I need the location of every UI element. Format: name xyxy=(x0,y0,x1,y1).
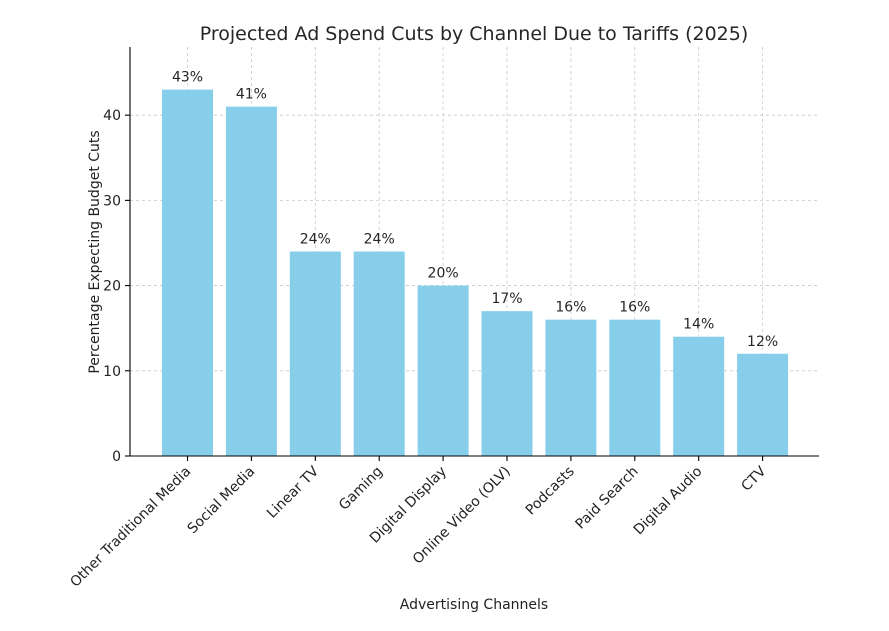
bar-value-label: 12% xyxy=(747,334,778,350)
y-axis-title: Percentage Expecting Budget Cuts xyxy=(87,130,103,373)
y-tick-label: 10 xyxy=(103,364,121,380)
x-tick-label: Digital Audio xyxy=(631,464,706,539)
y-tick-label: 0 xyxy=(112,449,121,465)
x-tick-label: Podcasts xyxy=(523,464,578,519)
bar-value-label: 14% xyxy=(683,317,714,333)
y-tick-label: 40 xyxy=(103,108,121,124)
data-labels: 43% 41% 24% 24% 20% 17% 16% 16% 14% 12% xyxy=(172,70,778,350)
bar-value-label: 16% xyxy=(619,300,650,316)
bar-value-label: 20% xyxy=(428,266,459,282)
bar xyxy=(673,336,725,456)
bar xyxy=(353,251,405,456)
x-tick-label: Paid Search xyxy=(573,464,642,533)
bar xyxy=(737,353,789,456)
bar xyxy=(225,106,277,456)
x-tick-label: Gaming xyxy=(336,464,386,514)
bar xyxy=(609,319,661,456)
chart-title: Projected Ad Spend Cuts by Channel Due t… xyxy=(200,23,749,45)
x-axis-title: Advertising Channels xyxy=(400,597,548,613)
x-tick-label: Other Traditional Media xyxy=(67,464,194,591)
x-tick-label: Linear TV xyxy=(264,463,322,521)
bar-value-label: 24% xyxy=(364,232,395,248)
y-tick-label: 30 xyxy=(103,193,121,209)
y-ticks: 0 10 20 30 40 xyxy=(103,108,130,465)
bar-value-label: 24% xyxy=(300,232,331,248)
bar xyxy=(417,285,469,456)
x-tick-label: Social Media xyxy=(185,464,259,538)
bar-value-label: 43% xyxy=(172,70,203,86)
bars-layer xyxy=(162,89,789,457)
x-tick-label: CTV xyxy=(738,463,769,494)
bar-value-label: 17% xyxy=(491,291,522,307)
bar xyxy=(162,89,213,457)
y-tick-label: 20 xyxy=(103,279,121,295)
bar-value-label: 41% xyxy=(236,87,267,103)
bar xyxy=(481,311,533,456)
bar-value-label: 16% xyxy=(555,300,586,316)
bar xyxy=(545,319,597,456)
bar xyxy=(289,251,341,456)
